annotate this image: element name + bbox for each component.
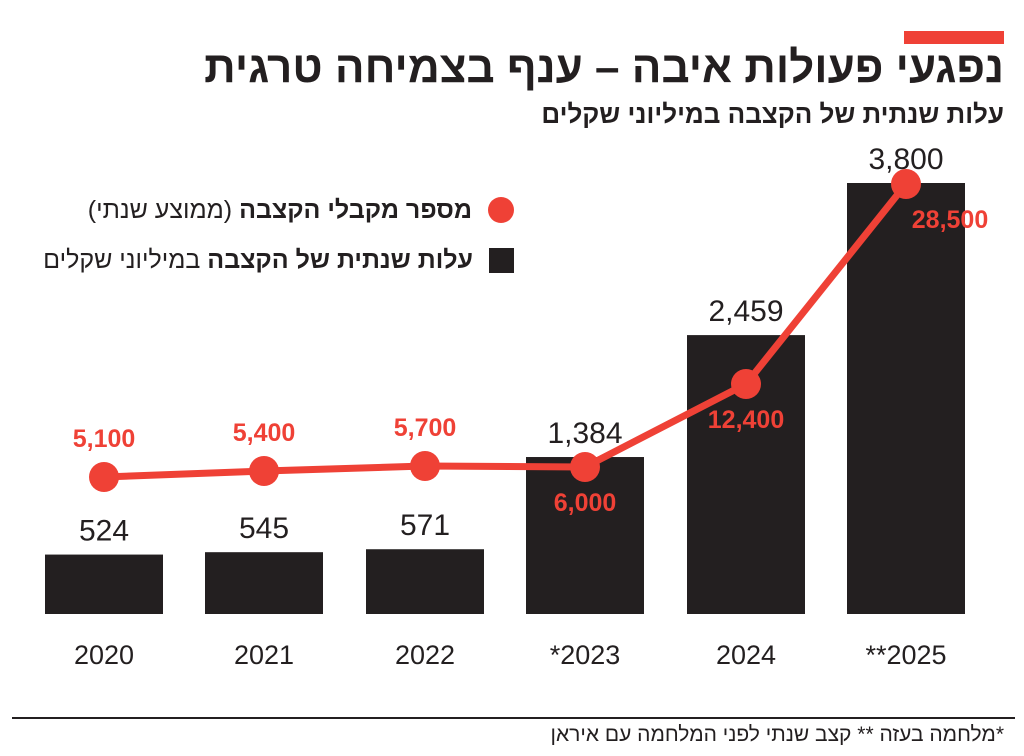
legend-item-recipients: מספר מקבלי הקצבה (ממוצע שנתי) bbox=[88, 197, 514, 223]
bar-2020 bbox=[45, 554, 163, 614]
bar-2022 bbox=[366, 549, 484, 614]
legend-label-recipients: מספר מקבלי הקצבה (ממוצע שנתי) bbox=[87, 195, 472, 224]
bar-value-label: 3,800 bbox=[868, 143, 943, 176]
line-point-2023 bbox=[570, 452, 600, 482]
accent-bar bbox=[904, 31, 1004, 44]
bar-value-label: 571 bbox=[400, 509, 450, 542]
line-value-label: 6,000 bbox=[554, 489, 617, 517]
line-value-label: 28,500 bbox=[912, 206, 988, 234]
line-value-label: 5,700 bbox=[394, 414, 457, 442]
line-point-2020 bbox=[89, 462, 119, 492]
footnote: *מלחמה בעזה ** קצב שנתי לפני המלחמה עם א… bbox=[550, 723, 1004, 746]
line-point-2024 bbox=[731, 369, 761, 399]
line-value-label: 5,100 bbox=[73, 425, 136, 453]
legend-label-recipients-rest: (ממוצע שנתי) bbox=[87, 195, 240, 224]
bar-value-label: 545 bbox=[239, 512, 289, 545]
x-tick-label: 2024 bbox=[716, 640, 776, 670]
legend-label-recipients-bold: מספר מקבלי הקצבה bbox=[239, 195, 472, 224]
chart-subtitle: עלות שנתית של הקצבה במיליוני שקלים bbox=[541, 99, 1004, 129]
bar-2021 bbox=[205, 552, 323, 614]
bar-value-label: 1,384 bbox=[547, 417, 622, 450]
footnote-rule bbox=[12, 717, 1015, 719]
x-tick-label: 2021 bbox=[234, 640, 294, 670]
legend-square-swatch bbox=[489, 248, 514, 273]
x-tick-label: 2020 bbox=[74, 640, 134, 670]
line-value-label: 12,400 bbox=[708, 406, 784, 434]
bar-2023 bbox=[526, 457, 644, 614]
line-point-2025 bbox=[891, 169, 921, 199]
legend-dot-swatch bbox=[488, 197, 514, 223]
line-value-label: 5,400 bbox=[233, 419, 296, 447]
bar-value-label: 2,459 bbox=[708, 295, 783, 328]
legend-label-cost-bold: עלות שנתית של הקצבה bbox=[207, 246, 473, 274]
chart-title: נפגעי פעולות איבה – ענף בצמיחה טרגית bbox=[204, 43, 1004, 92]
legend-label-cost-rest: במיליוני שקלים bbox=[43, 246, 208, 274]
legend-label-cost: עלות שנתית של הקצבה במיליוני שקלים bbox=[43, 248, 473, 273]
x-tick-label: 2022 bbox=[395, 640, 455, 670]
series-line-recipients bbox=[103, 181, 909, 481]
legend-item-cost: עלות שנתית של הקצבה במיליוני שקלים bbox=[43, 248, 514, 273]
x-tick-label: **2025 bbox=[865, 640, 946, 670]
line-point-2022 bbox=[410, 451, 440, 481]
bar-value-label: 524 bbox=[79, 515, 129, 548]
x-tick-label: *2023 bbox=[550, 640, 621, 670]
line-point-2021 bbox=[249, 456, 279, 486]
bar-2025 bbox=[847, 183, 965, 614]
